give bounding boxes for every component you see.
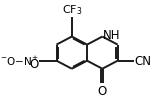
Text: O: O bbox=[98, 85, 107, 97]
Text: $^{-}$O$-$N$^{+}$: $^{-}$O$-$N$^{+}$ bbox=[0, 55, 39, 68]
Text: CF$_3$: CF$_3$ bbox=[62, 3, 82, 17]
Text: O: O bbox=[30, 58, 39, 71]
Text: CN: CN bbox=[135, 55, 151, 68]
Text: NH: NH bbox=[103, 29, 121, 42]
